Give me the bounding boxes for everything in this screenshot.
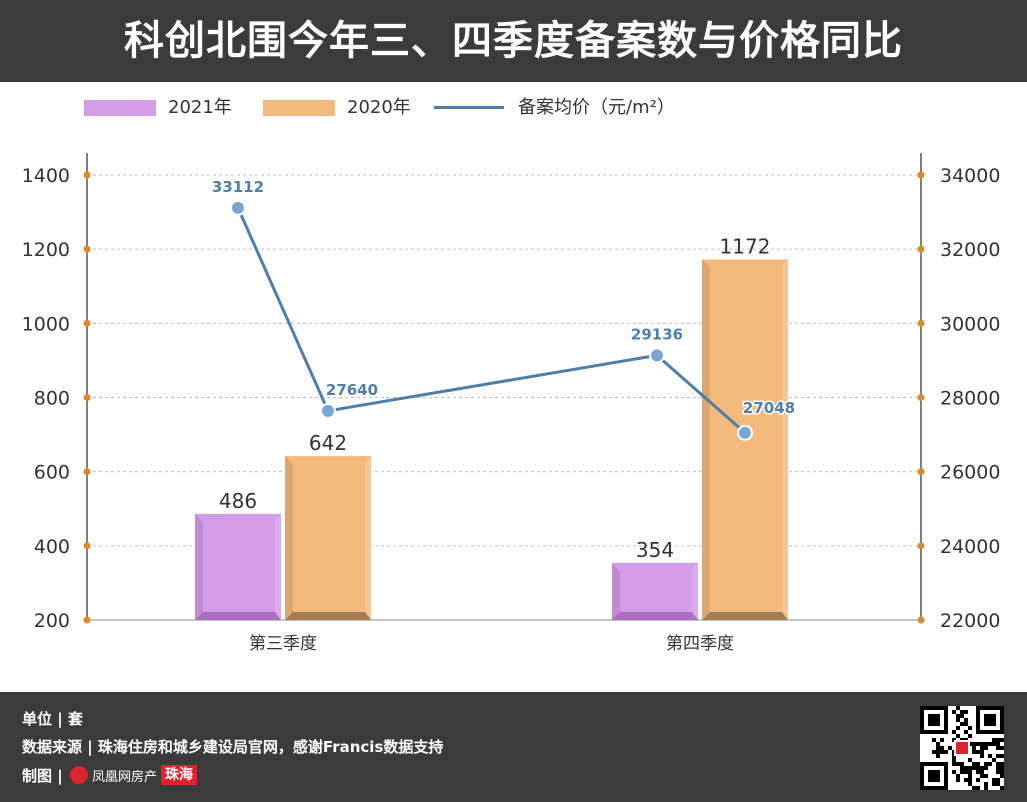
footer-unit: 单位 | 套 (22, 710, 83, 728)
y2-tick-dot (917, 542, 925, 550)
y-tick-label: 1200 (22, 239, 70, 261)
x-tick-label: 第四季度 (666, 634, 734, 654)
legend-swatch-2021 (84, 100, 156, 116)
logo-badge: 珠海 (161, 765, 198, 785)
y2-tick-dot (917, 616, 925, 624)
bar-bevel-right (365, 456, 371, 620)
bar-bevel-bottom (195, 612, 281, 620)
qr-code-icon (920, 706, 1004, 790)
bar-bevel-left (702, 259, 710, 620)
bar-body (612, 562, 698, 620)
footer: 单位 | 套 数据来源 | 珠海住房和城乡建设局官网，感谢Francis数据支持… (0, 692, 1027, 802)
y-tick-label: 400 (34, 536, 70, 558)
price-point (230, 199, 246, 216)
bar-bevel-left (195, 513, 203, 620)
price-point (737, 424, 753, 441)
bar (612, 562, 698, 620)
x-tick-label: 第三季度 (249, 634, 317, 654)
y-tick-dot (83, 319, 91, 327)
chart: 200 400 600 800 1000 1200 1400 22000 24000 26000 2… (22, 153, 1000, 654)
y2-tick-label: 32000 (940, 239, 1000, 261)
y-tick-dot (83, 394, 91, 401)
logo-text: 凤凰网房产 (92, 769, 158, 785)
footer-maker: 制图 | (22, 767, 63, 785)
price-value-label: 29136 (631, 325, 683, 343)
y-tick-dot (83, 245, 91, 253)
y2-tick-label: 26000 (940, 462, 1000, 484)
bar-value-label: 642 (309, 431, 347, 455)
title-bar: 科创北围今年三、四季度备案数与价格同比 (0, 0, 1027, 82)
y2-tick-dot (917, 245, 925, 253)
legend-label-2020: 2020年 (347, 97, 411, 118)
y2-tick-label: 28000 (940, 388, 1000, 410)
y-tick-label: 800 (34, 388, 70, 410)
y-tick-label: 600 (34, 462, 70, 484)
legend: 2021年 2020年 备案均价（元/m²） (0, 82, 1027, 134)
y-tick-label: 200 (34, 610, 70, 632)
logo-mark-icon (70, 766, 88, 784)
y2-tick-dot (917, 319, 925, 327)
bar-value-label: 354 (636, 538, 674, 562)
price-value-label: 27048 (743, 399, 795, 417)
footer-source: 数据来源 | 珠海住房和城乡建设局官网，感谢Francis数据支持 (22, 738, 444, 756)
bar-bevel-left (285, 456, 293, 620)
bar-body (285, 456, 371, 620)
price-point (649, 347, 665, 364)
bar-bevel-bottom (702, 612, 788, 620)
y2-tick-label: 34000 (940, 165, 1000, 187)
bar (285, 456, 371, 620)
bar-body (195, 513, 281, 620)
bar-value-label: 1172 (720, 235, 771, 259)
legend-label-2021: 2021年 (168, 97, 232, 118)
bar-bevel-right (275, 513, 281, 620)
price-line (236, 207, 746, 434)
bar-bevel-right (692, 562, 698, 620)
chart-title: 科创北围今年三、四季度备案数与价格同比 (124, 18, 903, 64)
bar (195, 513, 281, 620)
y2-tick-dot (917, 171, 925, 179)
y2-tick-dot (917, 394, 925, 401)
legend-label-price: 备案均价（元/m²） (518, 97, 675, 118)
y-tick-dot (83, 616, 91, 624)
price-value-label: 33112 (212, 178, 264, 196)
legend-swatch-2020 (263, 100, 335, 116)
bar-bevel-bottom (285, 612, 371, 620)
bar-bevel-right (782, 259, 788, 620)
price-point (320, 402, 336, 419)
bar-bevel-bottom (612, 612, 698, 620)
y-tick-dot (83, 542, 91, 550)
bar-value-label: 486 (219, 489, 257, 513)
price-value-label: 27640 (326, 381, 378, 399)
y-tick-dot (83, 171, 91, 179)
y2-tick-dot (917, 468, 925, 476)
bar-bevel-left (612, 562, 620, 620)
y-tick-label: 1000 (22, 313, 70, 335)
y2-tick-label: 30000 (940, 313, 1000, 335)
y2-tick-label: 24000 (940, 536, 1000, 558)
y-tick-label: 1400 (22, 165, 70, 187)
legend-swatch-price (434, 106, 504, 109)
bar (702, 259, 788, 620)
y-tick-dot (83, 468, 91, 476)
brand-logo: 凤凰网房产 珠海 (70, 764, 198, 786)
y2-tick-label: 22000 (940, 610, 1000, 632)
